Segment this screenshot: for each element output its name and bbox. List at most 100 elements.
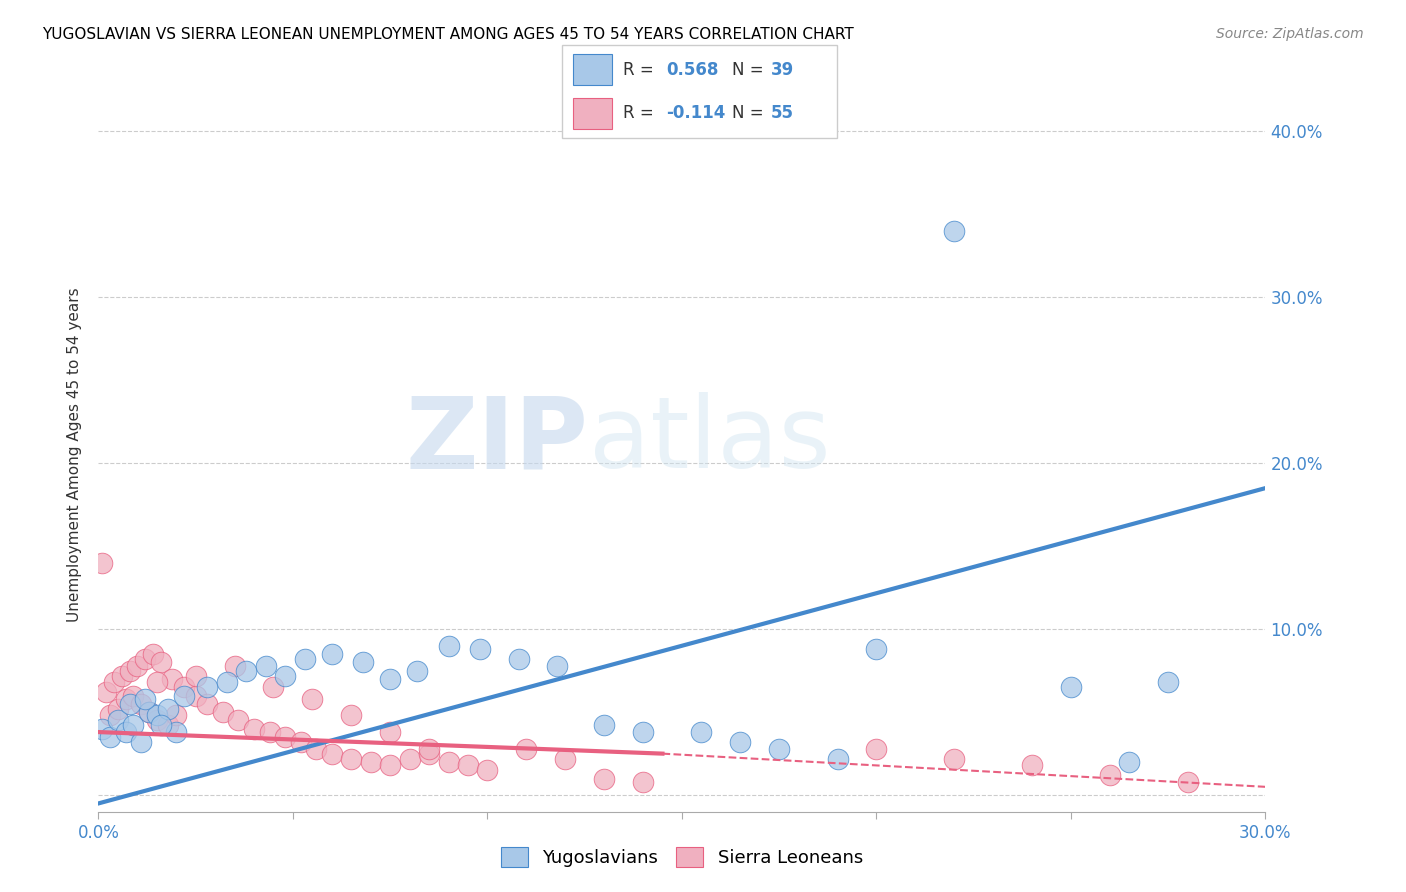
- Text: N =: N =: [733, 61, 769, 78]
- Point: [340, 708, 363, 723]
- Point: [1060, 680, 1083, 694]
- Point: [437, 755, 460, 769]
- Point: [262, 680, 284, 694]
- Point: [184, 668, 207, 682]
- Point: [122, 689, 145, 703]
- Point: [103, 675, 125, 690]
- Point: [593, 718, 616, 732]
- Text: R =: R =: [623, 104, 659, 122]
- Point: [274, 668, 297, 682]
- Point: [352, 656, 374, 670]
- Point: [457, 758, 479, 772]
- Point: [129, 697, 152, 711]
- Point: [730, 735, 752, 749]
- Point: [437, 639, 460, 653]
- Point: [360, 755, 382, 769]
- Point: [593, 772, 616, 786]
- Y-axis label: Unemployment Among Ages 45 to 54 years: Unemployment Among Ages 45 to 54 years: [67, 287, 83, 623]
- Point: [1118, 755, 1140, 769]
- Point: [146, 675, 169, 690]
- Point: [98, 730, 121, 744]
- Point: [215, 675, 238, 690]
- Point: [321, 747, 343, 761]
- Point: [418, 741, 440, 756]
- Point: [1157, 675, 1180, 690]
- Point: [195, 697, 218, 711]
- Point: [508, 652, 530, 666]
- Point: [111, 668, 134, 682]
- Point: [165, 708, 187, 723]
- Text: 39: 39: [770, 61, 794, 78]
- Point: [173, 680, 195, 694]
- Point: [195, 680, 218, 694]
- Point: [274, 730, 297, 744]
- Point: [321, 647, 343, 661]
- Bar: [574, 98, 612, 129]
- Point: [1177, 775, 1199, 789]
- Point: [129, 735, 152, 749]
- Point: [184, 689, 207, 703]
- Point: [378, 672, 402, 686]
- Point: [138, 705, 160, 719]
- Point: [554, 751, 576, 765]
- Point: [259, 725, 281, 739]
- Point: [827, 751, 849, 765]
- Point: [98, 708, 121, 723]
- Text: YUGOSLAVIAN VS SIERRA LEONEAN UNEMPLOYMENT AMONG AGES 45 TO 54 YEARS CORRELATION: YUGOSLAVIAN VS SIERRA LEONEAN UNEMPLOYME…: [42, 27, 853, 42]
- Point: [515, 741, 537, 756]
- Point: [254, 658, 277, 673]
- Point: [943, 751, 966, 765]
- Point: [91, 722, 114, 736]
- Point: [142, 647, 165, 661]
- Point: [91, 556, 114, 570]
- Point: [294, 652, 316, 666]
- Point: [406, 664, 429, 678]
- Bar: [574, 54, 612, 85]
- Point: [173, 689, 195, 703]
- Point: [418, 747, 440, 761]
- Point: [149, 718, 172, 732]
- Point: [146, 714, 169, 728]
- Point: [235, 664, 257, 678]
- Point: [943, 224, 966, 238]
- Point: [378, 725, 402, 739]
- Text: ZIP: ZIP: [406, 392, 589, 489]
- Point: [96, 685, 118, 699]
- Point: [157, 702, 180, 716]
- Point: [228, 714, 250, 728]
- Text: N =: N =: [733, 104, 769, 122]
- Point: [114, 725, 136, 739]
- Point: [768, 741, 790, 756]
- Point: [118, 664, 141, 678]
- Point: [114, 691, 136, 706]
- Point: [138, 705, 160, 719]
- Point: [134, 652, 156, 666]
- Legend: Yugoslavians, Sierra Leoneans: Yugoslavians, Sierra Leoneans: [494, 839, 870, 874]
- Point: [468, 642, 491, 657]
- Point: [290, 735, 312, 749]
- Text: 0.568: 0.568: [666, 61, 718, 78]
- Point: [301, 691, 323, 706]
- Point: [546, 658, 568, 673]
- Point: [378, 758, 402, 772]
- Point: [1021, 758, 1043, 772]
- Point: [162, 672, 184, 686]
- Point: [122, 718, 145, 732]
- Text: -0.114: -0.114: [666, 104, 725, 122]
- Point: [631, 725, 654, 739]
- Point: [243, 722, 266, 736]
- Point: [146, 708, 169, 723]
- Point: [865, 741, 887, 756]
- FancyBboxPatch shape: [562, 45, 837, 138]
- Text: R =: R =: [623, 61, 659, 78]
- Point: [631, 775, 654, 789]
- Point: [305, 741, 328, 756]
- Point: [340, 751, 363, 765]
- Point: [1098, 768, 1121, 782]
- Point: [127, 658, 149, 673]
- Point: [134, 691, 156, 706]
- Text: Source: ZipAtlas.com: Source: ZipAtlas.com: [1216, 27, 1364, 41]
- Point: [149, 656, 172, 670]
- Point: [107, 714, 129, 728]
- Point: [165, 725, 187, 739]
